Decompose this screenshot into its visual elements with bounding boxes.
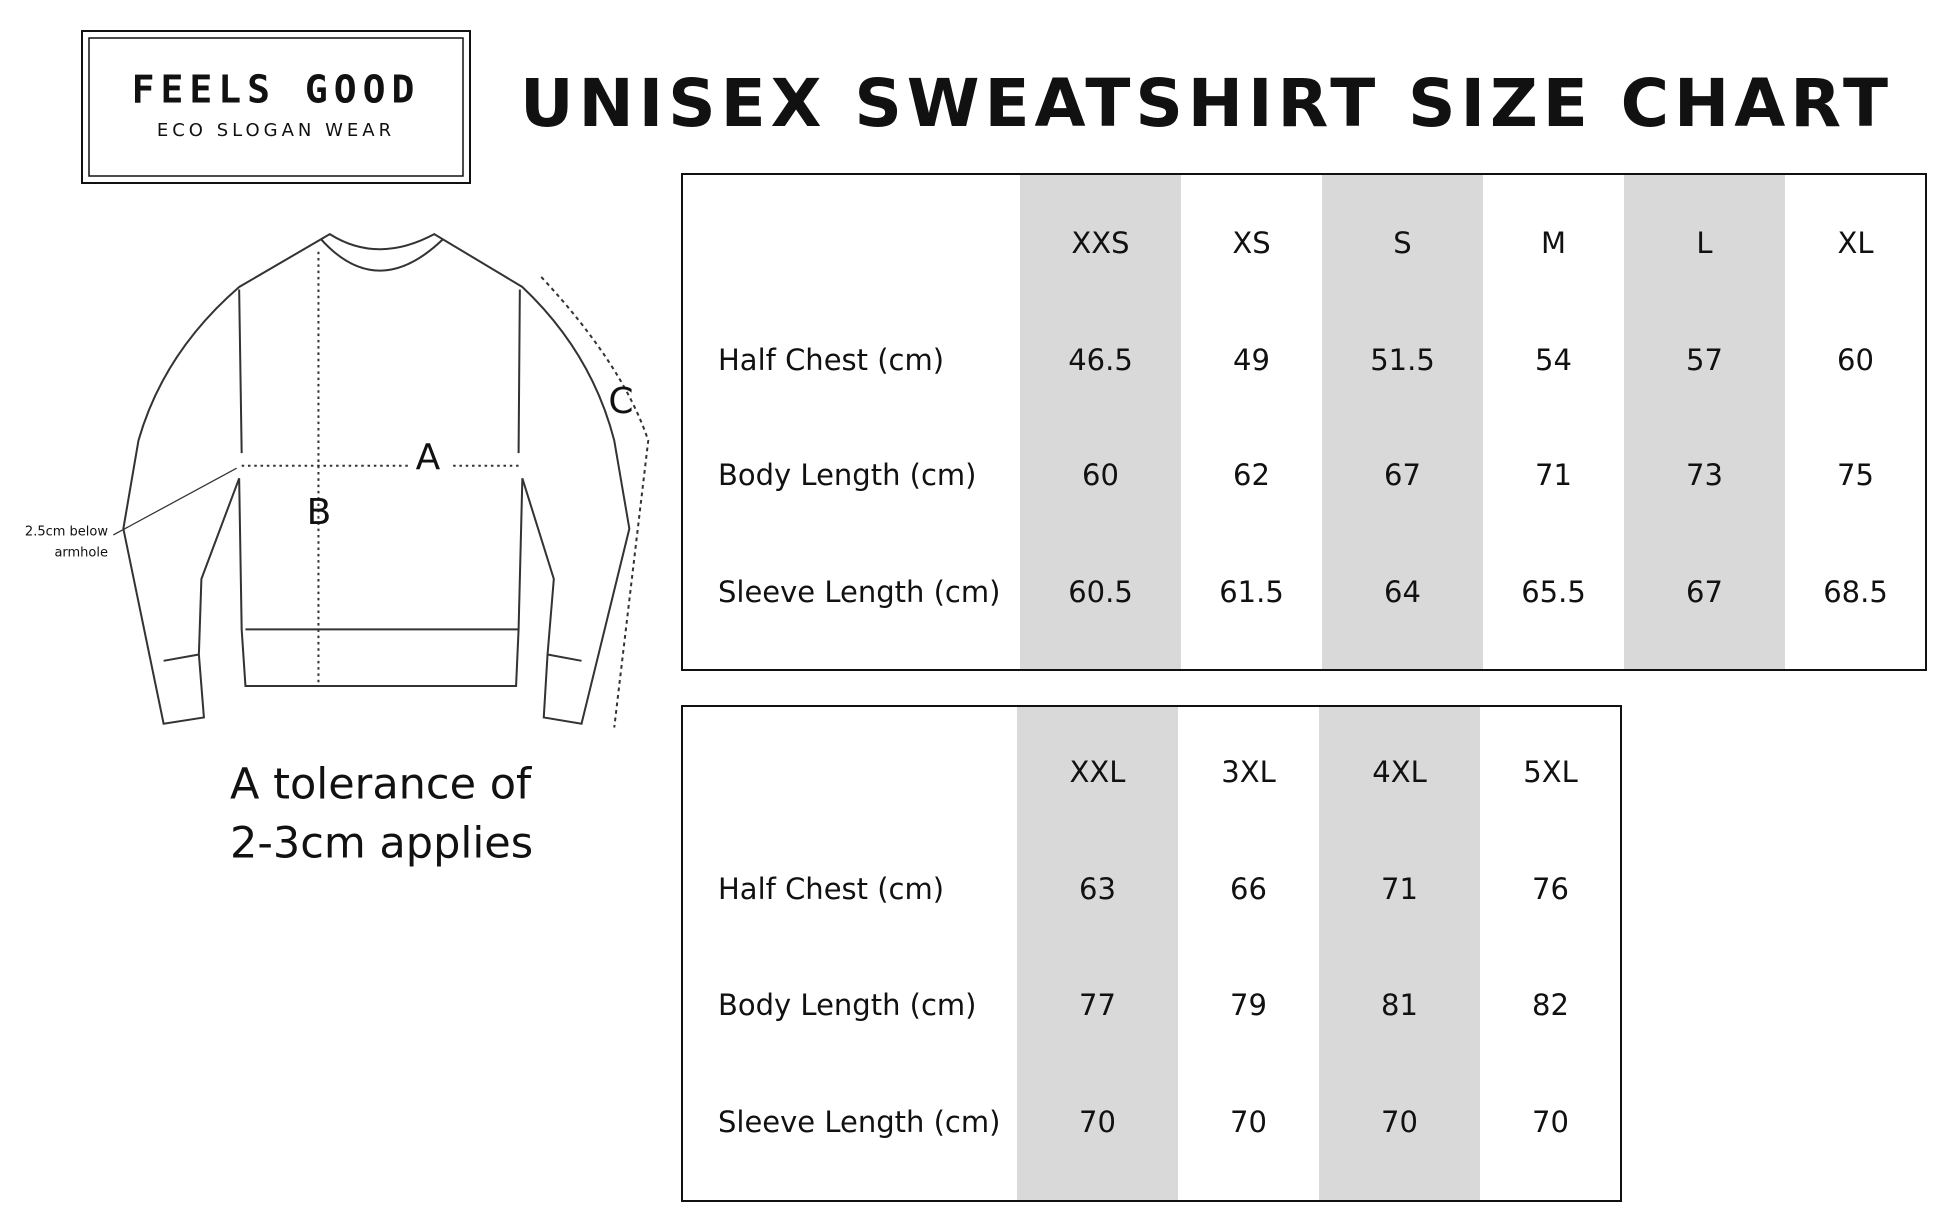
measurement: 67 — [1686, 575, 1723, 609]
row-label: Half Chest (cm) — [718, 872, 944, 906]
armhole-note: armhole — [54, 546, 108, 561]
size-header: XXL — [1070, 755, 1126, 789]
row-label: Sleeve Length (cm) — [718, 1105, 1000, 1139]
measurement: 57 — [1686, 343, 1723, 377]
measurement: 67 — [1384, 458, 1421, 492]
measurement: 63 — [1079, 872, 1116, 906]
logo-subtitle: ECO SLOGAN WEAR — [157, 120, 395, 141]
measurement: 79 — [1230, 988, 1267, 1022]
logo-frame — [81, 30, 471, 184]
tolerance-text: 2-3cm applies — [230, 819, 533, 869]
measurement: 60 — [1837, 343, 1874, 377]
sweatshirt-outline — [122, 232, 631, 725]
measurement: 62 — [1233, 458, 1270, 492]
shaded-column — [1624, 174, 1785, 670]
table-frame — [681, 173, 1927, 671]
shaded-column — [1020, 174, 1181, 670]
size-header: 5XL — [1523, 755, 1577, 789]
size-header: S — [1393, 226, 1411, 260]
measurement: 71 — [1535, 458, 1572, 492]
measurement: 60.5 — [1068, 575, 1133, 609]
armhole-note: 2.5cm below — [25, 525, 108, 540]
measurement: 70 — [1532, 1105, 1569, 1139]
row-label: Body Length (cm) — [718, 458, 977, 492]
measurement: 70 — [1230, 1105, 1267, 1139]
measurement: 46.5 — [1068, 343, 1133, 377]
row-label: Sleeve Length (cm) — [718, 575, 1000, 609]
shaded-column — [1017, 706, 1178, 1201]
size-header: XL — [1837, 226, 1873, 260]
logo-title: FEELS GOOD — [132, 68, 421, 112]
measurement: 49 — [1233, 343, 1270, 377]
row-label: Body Length (cm) — [718, 988, 977, 1022]
label-a: A — [416, 437, 441, 478]
logo-frame-inner — [88, 37, 464, 177]
measure-c — [540, 276, 650, 728]
page-title: UNISEX SWEATSHIRT SIZE CHART — [520, 65, 1888, 142]
measurement: 70 — [1079, 1105, 1116, 1139]
size-header: L — [1696, 226, 1712, 260]
measurement: 54 — [1535, 343, 1572, 377]
shaded-column — [1322, 174, 1483, 670]
size-header: M — [1541, 226, 1566, 260]
measurement: 61.5 — [1219, 575, 1284, 609]
measurement: 65.5 — [1521, 575, 1586, 609]
measurement: 75 — [1837, 458, 1874, 492]
measurement: 71 — [1381, 872, 1418, 906]
measurement: 64 — [1384, 575, 1421, 609]
size-header: XS — [1232, 226, 1270, 260]
measurement: 60 — [1082, 458, 1119, 492]
sweatshirt-diagram — [112, 232, 650, 728]
measurement: 82 — [1532, 988, 1569, 1022]
size-header: 3XL — [1221, 755, 1275, 789]
measurement: 51.5 — [1370, 343, 1435, 377]
size-header: XXS — [1071, 226, 1129, 260]
size-header: 4XL — [1372, 755, 1426, 789]
label-c: C — [608, 381, 633, 422]
note-arrow — [112, 467, 237, 536]
measurement: 81 — [1381, 988, 1418, 1022]
shaded-column — [1319, 706, 1480, 1201]
measurement: 70 — [1381, 1105, 1418, 1139]
tolerance-text: A tolerance of — [230, 760, 532, 810]
collar — [320, 238, 444, 272]
measurement: 66 — [1230, 872, 1267, 906]
measurement: 73 — [1686, 458, 1723, 492]
table-frame — [681, 705, 1622, 1202]
seams — [163, 289, 582, 662]
measurement: 76 — [1532, 872, 1569, 906]
measurement: 68.5 — [1823, 575, 1888, 609]
measurement: 77 — [1079, 988, 1116, 1022]
label-b: B — [307, 492, 332, 533]
row-label: Half Chest (cm) — [718, 343, 944, 377]
